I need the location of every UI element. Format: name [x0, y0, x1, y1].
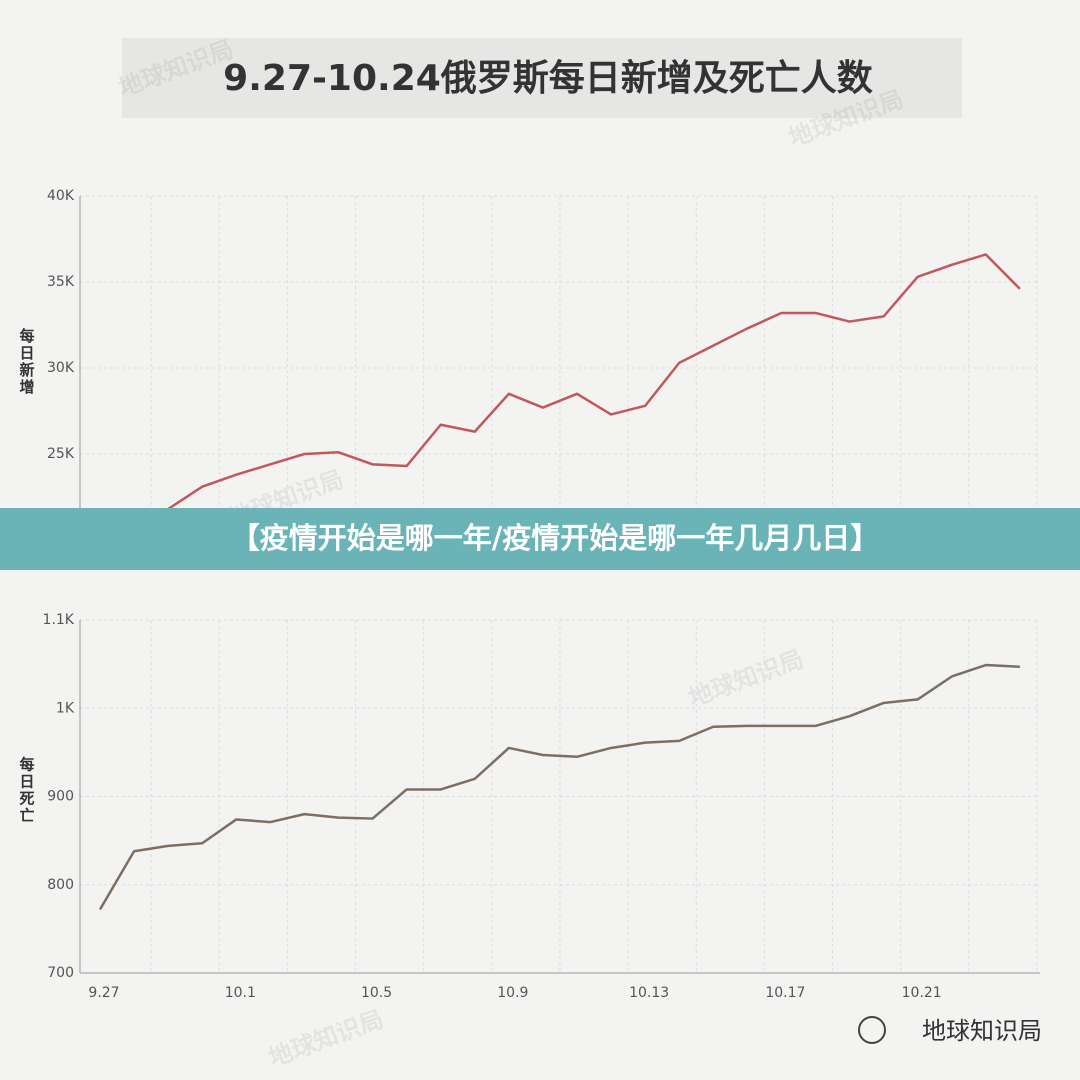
y-axis-label: 每日新增 — [18, 327, 36, 396]
title-box — [122, 38, 962, 118]
x-tick-label: 10.1 — [225, 985, 256, 1001]
y-tick-label: 1K — [56, 700, 75, 716]
logo-icon — [858, 1016, 886, 1044]
y-tick-label: 25K — [47, 446, 75, 462]
data-line — [99, 253, 1021, 526]
y-tick-label: 900 — [47, 789, 74, 805]
y-tick-label: 1.1K — [43, 612, 75, 628]
y-tick-label: 35K — [47, 274, 75, 290]
y-tick-label: 30K — [47, 360, 75, 376]
banner: 【疫情开始是哪一年/疫情开始是哪一年几月几日】 — [231, 521, 880, 555]
x-tick-label: 10.17 — [765, 985, 805, 1001]
y-tick-label: 800 — [47, 877, 74, 893]
y-axis-label: 每日死亡 — [18, 756, 36, 825]
chart-title: 9.27-10.24俄罗斯每日新增及死亡人数 — [223, 58, 873, 99]
x-tick-label: 10.21 — [902, 985, 942, 1001]
y-tick-label: 40K — [47, 188, 75, 204]
x-tick-label: 10.9 — [497, 985, 528, 1001]
x-tick-label: 10.5 — [361, 985, 392, 1001]
footer-brand: 地球知识局 — [922, 1017, 1042, 1045]
data-line — [98, 663, 1020, 911]
x-tick-label: 10.13 — [629, 985, 669, 1001]
y-tick-label: 700 — [47, 965, 74, 981]
x-tick-label: 9.27 — [88, 985, 119, 1001]
banner-bar — [0, 508, 1080, 570]
